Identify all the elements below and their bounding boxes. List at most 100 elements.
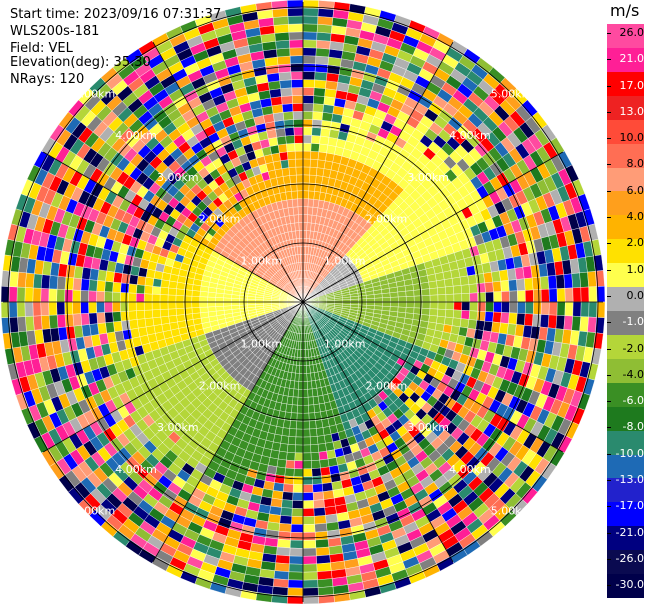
velocity-gate bbox=[429, 308, 439, 317]
velocity-gate bbox=[207, 296, 216, 303]
velocity-gate bbox=[509, 290, 518, 303]
velocity-gate bbox=[309, 158, 319, 168]
velocity-gate bbox=[571, 272, 581, 289]
velocity-gate bbox=[295, 158, 304, 168]
velocity-gate bbox=[175, 288, 185, 296]
velocity-gate bbox=[175, 301, 185, 309]
velocity-gate bbox=[287, 151, 296, 160]
velocity-gate bbox=[316, 32, 332, 42]
velocity-gate bbox=[40, 301, 50, 316]
velocity-gate bbox=[453, 309, 462, 319]
velocity-gate bbox=[390, 301, 399, 308]
velocity-gate bbox=[9, 316, 19, 333]
velocity-gate bbox=[299, 365, 304, 374]
colorbar-tick bbox=[607, 295, 611, 297]
velocity-gate bbox=[302, 206, 309, 215]
velocity-gate bbox=[152, 309, 161, 318]
velocity-gate bbox=[302, 389, 309, 398]
velocity-gate bbox=[315, 419, 324, 429]
velocity-gate bbox=[72, 313, 82, 327]
velocity-gate bbox=[159, 308, 169, 318]
velocity-gate bbox=[273, 112, 285, 122]
velocity-gate bbox=[323, 433, 333, 444]
velocity-gate bbox=[306, 365, 311, 374]
velocity-gate bbox=[500, 312, 510, 324]
velocity-gate bbox=[128, 310, 138, 321]
velocity-gate bbox=[274, 120, 285, 130]
velocity-gate bbox=[483, 272, 493, 284]
velocity-gate bbox=[298, 381, 304, 390]
velocity-field-sectors bbox=[0, 0, 606, 605]
velocity-gate bbox=[48, 314, 59, 329]
velocity-gate bbox=[445, 301, 455, 311]
colorbar-tick-label: 10.0 bbox=[619, 131, 645, 145]
velocity-gate bbox=[532, 313, 542, 328]
velocity-gate bbox=[421, 288, 431, 296]
velocity-gate bbox=[316, 570, 333, 580]
velocity-gate bbox=[223, 301, 232, 307]
velocity-gate bbox=[231, 305, 240, 310]
velocity-gate bbox=[508, 279, 518, 292]
velocity-gate bbox=[373, 293, 383, 299]
velocity-gate bbox=[32, 287, 42, 303]
velocity-gate bbox=[323, 96, 336, 106]
velocity-gate bbox=[298, 222, 304, 231]
velocity-gate bbox=[556, 288, 566, 303]
range-label: 1.00km bbox=[241, 254, 283, 267]
velocity-gate bbox=[271, 104, 284, 114]
velocity-gate bbox=[25, 315, 35, 332]
colorbar-tick-label: -26.0 bbox=[615, 551, 644, 565]
velocity-gate bbox=[317, 16, 334, 26]
colorbar-tick-label: 2.0 bbox=[626, 236, 645, 250]
velocity-gate bbox=[524, 277, 534, 291]
velocity-gate bbox=[437, 294, 447, 303]
velocity-gate bbox=[484, 281, 494, 293]
velocity-gate bbox=[274, 32, 290, 42]
velocity-gate bbox=[302, 47, 317, 57]
velocity-gate bbox=[294, 222, 300, 232]
velocity-gate bbox=[280, 87, 293, 97]
velocity-gate bbox=[152, 278, 162, 288]
velocity-gate bbox=[143, 301, 153, 311]
velocity-gate bbox=[296, 420, 304, 430]
velocity-gate bbox=[475, 320, 485, 331]
velocity-gate bbox=[587, 271, 597, 288]
velocity-gate bbox=[135, 301, 145, 311]
velocity-gate bbox=[113, 272, 123, 284]
velocity-gate bbox=[302, 365, 307, 374]
velocity-gate bbox=[428, 280, 438, 289]
velocity-gate bbox=[499, 322, 509, 335]
velocity-gate bbox=[24, 287, 34, 303]
velocity-gate bbox=[382, 301, 391, 307]
velocity-gate bbox=[302, 103, 314, 112]
velocity-gate bbox=[16, 286, 26, 303]
velocity-gate bbox=[444, 278, 454, 288]
colorbar-tick-label: -30.0 bbox=[615, 578, 644, 592]
velocity-gate bbox=[302, 150, 312, 160]
velocity-gate bbox=[312, 111, 324, 121]
velocity-gate bbox=[273, 570, 290, 580]
velocity-gate bbox=[275, 127, 286, 138]
velocity-gate bbox=[112, 281, 122, 293]
velocity-gate bbox=[288, 428, 297, 438]
velocity-gate bbox=[302, 571, 318, 581]
velocity-gate bbox=[292, 206, 299, 216]
velocity-gate bbox=[247, 301, 256, 306]
velocity-gate bbox=[144, 309, 153, 319]
velocity-gate bbox=[294, 460, 304, 470]
velocity-gate bbox=[295, 436, 304, 446]
velocity-gate bbox=[516, 278, 526, 291]
velocity-gate bbox=[389, 291, 399, 298]
velocity-gate bbox=[302, 420, 310, 430]
colorbar-tick bbox=[607, 164, 611, 166]
velocity-gate bbox=[128, 283, 138, 294]
range-label: 1.00km bbox=[324, 254, 366, 267]
range-label: 3.00km bbox=[157, 421, 199, 434]
velocity-gate bbox=[302, 508, 315, 517]
velocity-gate bbox=[289, 55, 304, 65]
velocity-gate bbox=[491, 321, 501, 334]
velocity-gate bbox=[302, 357, 307, 366]
colorbar-tick bbox=[607, 558, 611, 560]
colorbar-tick bbox=[607, 322, 611, 324]
velocity-gate bbox=[17, 316, 27, 333]
